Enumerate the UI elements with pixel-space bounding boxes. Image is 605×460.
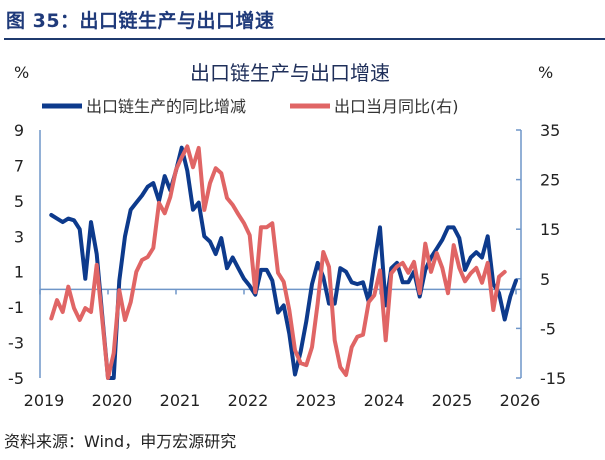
chart: 出口链生产与出口增速 % % 出口链生产的同比增减 出口当月同比(右) 9 7 5 3…: [8, 61, 566, 410]
left-tick-label: -5: [8, 369, 24, 388]
source-note: 资料来源：Wind，申万宏源研究: [4, 432, 237, 451]
right-tick-label: -5: [540, 319, 556, 338]
legend-label-blue: 出口链生产的同比增减: [86, 97, 246, 116]
left-tick-label: -1: [8, 298, 24, 317]
x-tick-label: 2019: [24, 391, 65, 410]
x-tick-label: 2023: [296, 391, 337, 410]
right-axis-unit: %: [538, 63, 553, 82]
left-tick-label: 7: [14, 156, 24, 175]
series-line-export-yoy: [49, 144, 507, 380]
x-tick-label: 2025: [432, 391, 473, 410]
right-tick-label: 25: [540, 171, 560, 190]
figure-title: 图 35：出口链生产与出口增速: [6, 10, 275, 32]
chart-title: 出口链生产与出口增速: [190, 61, 390, 85]
left-tick-label: 9: [14, 121, 24, 140]
x-tick-label: 2022: [228, 391, 269, 410]
left-axis-unit: %: [14, 63, 29, 82]
left-tick-label: 1: [14, 263, 24, 282]
series-line-export-chain-production: [49, 145, 518, 380]
right-tick-label: -15: [540, 369, 566, 388]
x-tick-label: 2024: [364, 391, 405, 410]
legend: 出口链生产的同比增减 出口当月同比(右): [42, 97, 459, 116]
title-divider: [4, 38, 605, 40]
x-tick-label: 2021: [160, 391, 201, 410]
right-tick-label: 35: [540, 121, 560, 140]
x-tick-label: 2026: [500, 391, 541, 410]
right-tick-label: 15: [540, 220, 560, 239]
right-tick-label: 5: [540, 270, 550, 289]
legend-label-red: 出口当月同比(右): [334, 97, 459, 116]
x-tick-label: 2020: [92, 391, 133, 410]
left-tick-label: 5: [14, 192, 24, 211]
left-tick-label: 3: [14, 227, 24, 246]
left-tick-label: -3: [8, 334, 24, 353]
